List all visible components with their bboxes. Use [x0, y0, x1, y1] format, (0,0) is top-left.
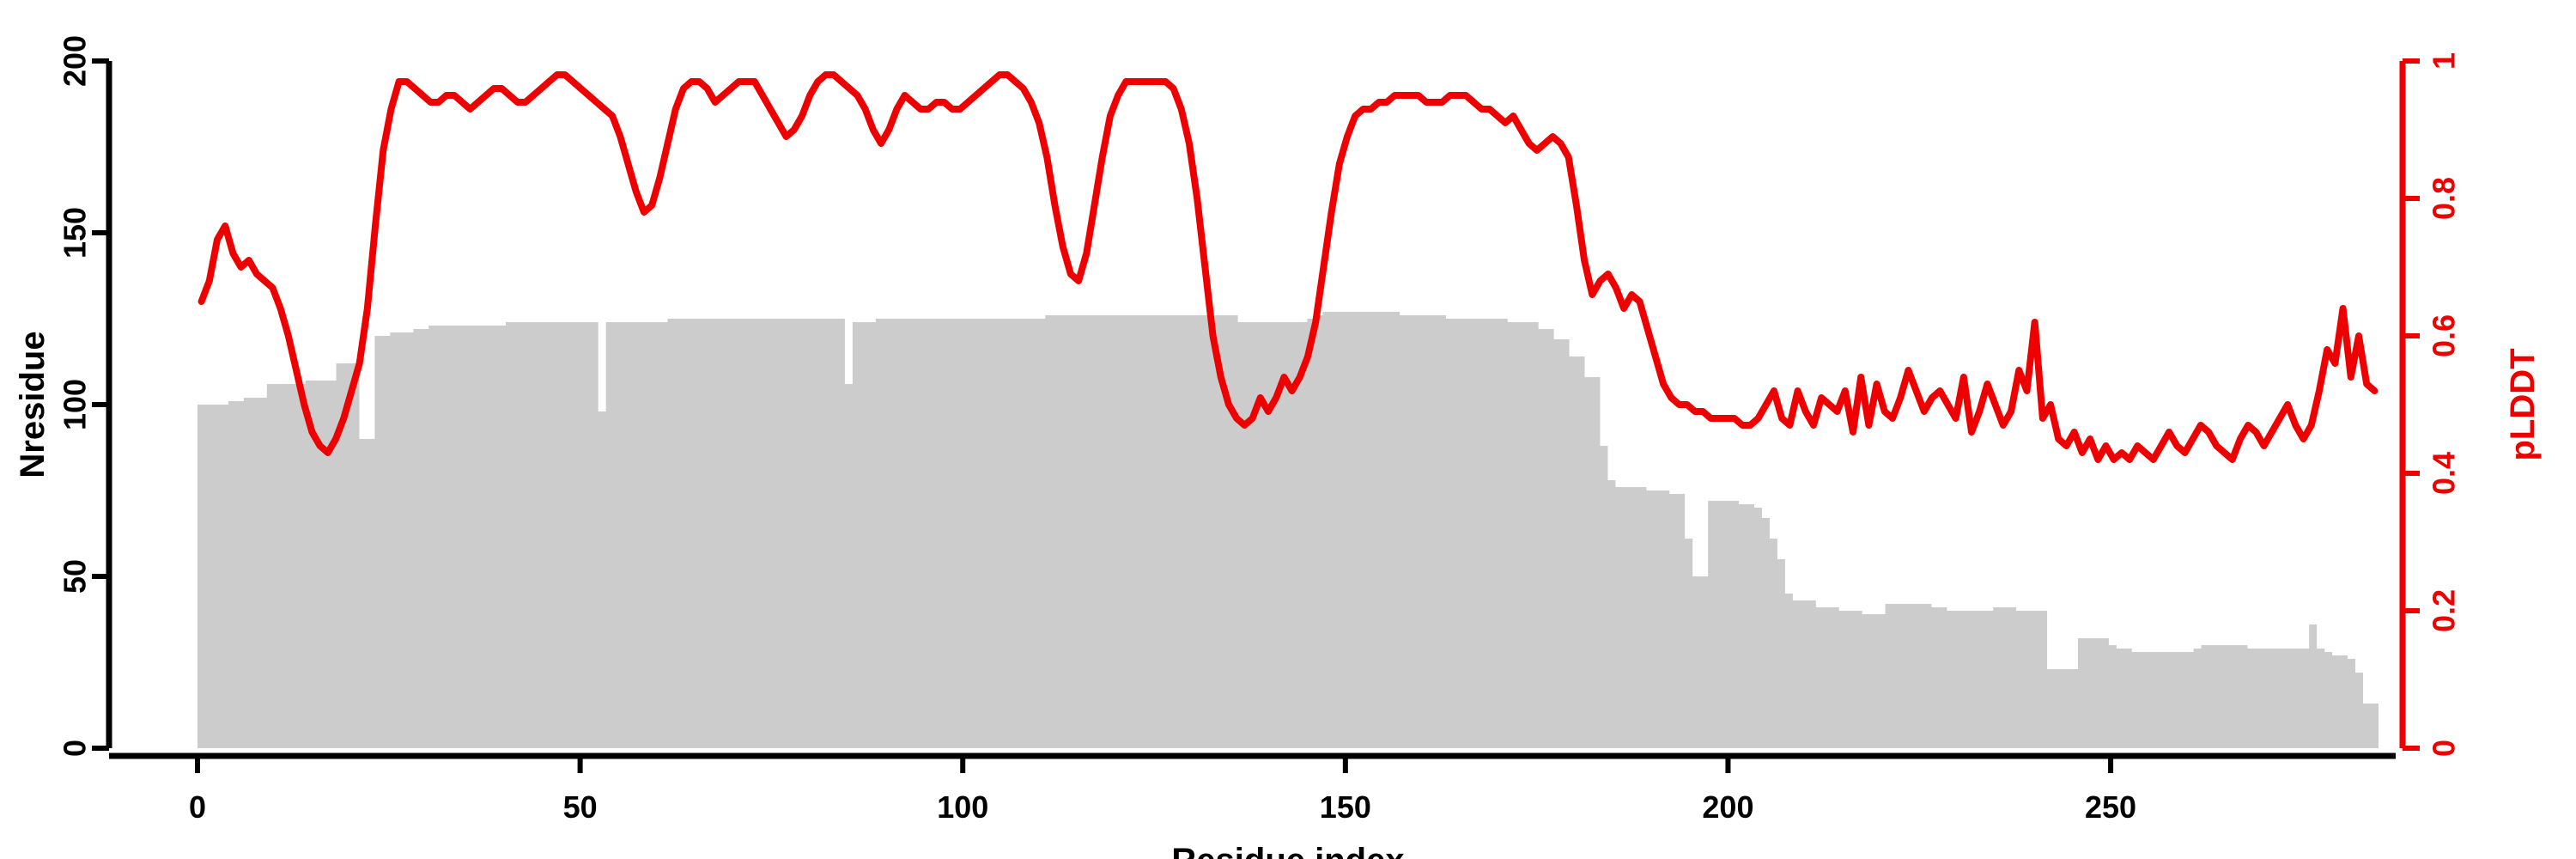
y-axis-title: Nresidue	[14, 331, 52, 478]
y2-tick-label: 0.8	[2427, 177, 2462, 220]
x-tick-label: 100	[937, 789, 988, 825]
bar-series-nresidue	[197, 312, 2379, 748]
y2-axis-title: pLDDT	[2504, 348, 2542, 460]
y-tick-label: 100	[58, 379, 93, 430]
y-ticks: 0 50 100 150 200	[58, 35, 109, 757]
plddt-line	[197, 71, 2379, 463]
y2-tick-label: 0.2	[2427, 589, 2462, 632]
y-tick-label: 50	[58, 559, 93, 594]
y2-tick-label: 0	[2427, 740, 2462, 757]
axis-titles: Residue index Nresidue pLDDT	[14, 331, 2542, 859]
x-tick-label: 200	[1702, 789, 1753, 825]
y2-tick-label: 1	[2427, 52, 2462, 70]
y2-tick-label: 0.4	[2427, 452, 2462, 495]
x-axis-title: Residue index	[1171, 842, 1404, 859]
line-series-plddt	[197, 71, 2379, 463]
x-tick-label: 50	[563, 789, 598, 825]
y-tick-label: 0	[58, 740, 93, 757]
y-tick-label: 200	[58, 35, 93, 87]
x-ticks: 0 50 100 150 200 250	[189, 756, 2136, 825]
x-tick-label: 250	[2085, 789, 2136, 825]
x-tick-label: 0	[189, 789, 206, 825]
nresidue-bars	[197, 312, 2379, 748]
x-tick-label: 150	[1320, 789, 1371, 825]
y2-ticks: 0 0.2 0.4 0.6 0.8 1	[2403, 52, 2462, 757]
y2-tick-label: 0.6	[2427, 314, 2462, 357]
y-tick-label: 150	[58, 207, 93, 259]
